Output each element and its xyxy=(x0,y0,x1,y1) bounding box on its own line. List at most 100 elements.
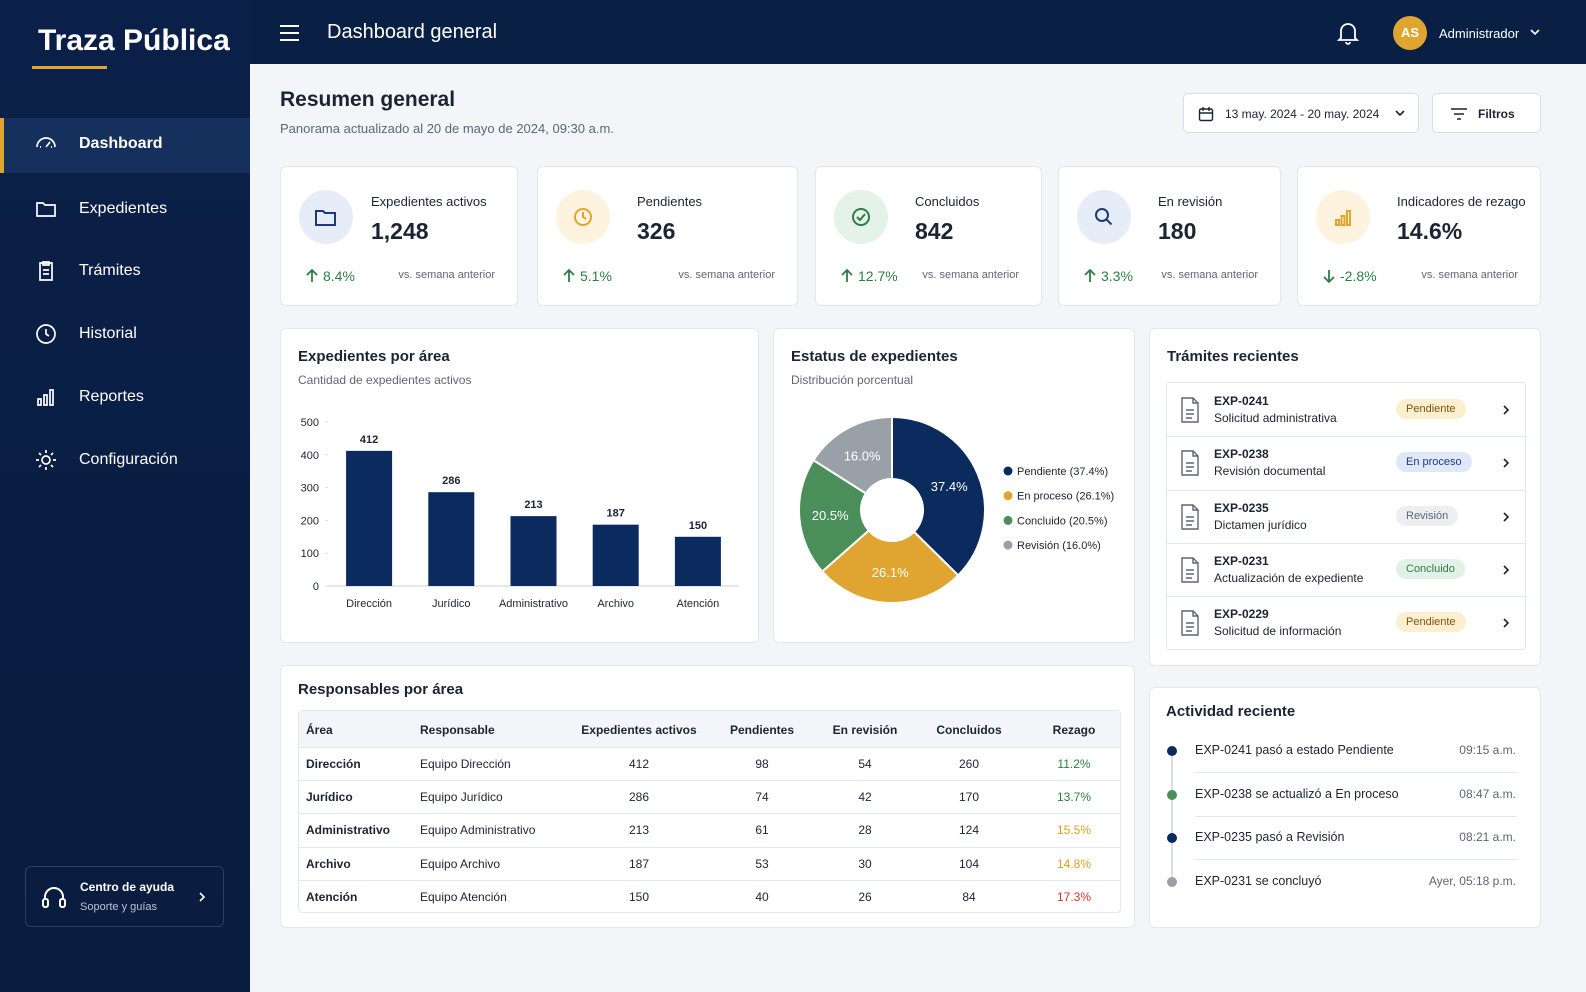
activity-text: EXP-0238 se actualizó a En proceso xyxy=(1195,786,1399,801)
kpi-card: Indicadores de rezago 14.6% -2.8% vs. seman… xyxy=(1297,166,1541,306)
y-tick-label: 0 xyxy=(313,581,319,593)
table-cell: 61 xyxy=(755,823,769,838)
kpi-label: Concluidos xyxy=(915,194,980,209)
pie-chart: 37.4% Pendiente (37.4%) 26.1% En proceso (2… xyxy=(798,415,1114,604)
table-cell: 15.5% xyxy=(1056,823,1092,838)
timeline-dot xyxy=(1167,746,1177,756)
icon-path xyxy=(1181,503,1199,530)
icon xyxy=(1095,208,1113,226)
table-cell: Archivo xyxy=(306,856,351,871)
row-divider xyxy=(1167,596,1525,598)
icon xyxy=(1335,210,1351,226)
chevron-path xyxy=(1503,512,1510,522)
table-cell: Equipo Archivo xyxy=(420,856,501,871)
table-cell: 14.8% xyxy=(1056,856,1092,871)
data-label: 213 xyxy=(524,499,542,511)
kpi-change: 12.7% xyxy=(858,268,898,284)
icon-path xyxy=(1095,208,1113,226)
nav-item[interactable]: Historial xyxy=(79,325,137,342)
nav-item[interactable]: Trámites xyxy=(79,262,141,279)
icon xyxy=(574,208,592,227)
pie-slice xyxy=(820,529,960,604)
table-header: Rezago xyxy=(1052,723,1096,737)
y-tick-label: 500 xyxy=(301,417,319,429)
status-badge: Pendiente xyxy=(1396,612,1466,633)
kpi-arrow xyxy=(841,268,853,282)
chevron[interactable] xyxy=(1500,564,1512,576)
legend-label: Pendiente (37.4%) xyxy=(1017,466,1108,478)
arrow xyxy=(563,268,575,282)
kpi-icon xyxy=(556,190,610,244)
kpi-label: Pendientes xyxy=(637,194,703,209)
table-cell: 213 xyxy=(628,823,650,838)
chevron xyxy=(1530,29,1540,36)
chevron[interactable] xyxy=(1500,457,1512,469)
nav-item[interactable]: Configuración xyxy=(79,451,178,468)
table-cell: 30 xyxy=(858,856,872,871)
chevron[interactable] xyxy=(1500,617,1512,629)
timeline-dot xyxy=(1167,877,1177,888)
kpi-comparison: vs. semana anterior xyxy=(678,269,775,281)
legend-swatch xyxy=(1003,466,1013,476)
kpi-comparison: vs. semana anterior xyxy=(1421,269,1518,281)
tramite-id: EXP-0238 xyxy=(1214,447,1269,462)
chevron-path xyxy=(1503,405,1510,415)
table-header: Concluidos xyxy=(936,723,1002,737)
tramite-description: Revisión documental xyxy=(1214,464,1326,479)
nav-item[interactable]: Dashboard xyxy=(79,135,163,152)
arrow xyxy=(306,268,318,282)
activity-time: 09:15 a.m. xyxy=(1459,743,1516,757)
table-cell: 28 xyxy=(858,823,872,838)
avatar[interactable]: AS xyxy=(1393,16,1427,50)
icon-path xyxy=(574,208,592,227)
help-title: Centro de ayuda xyxy=(80,880,175,894)
row-divider xyxy=(299,879,1120,881)
nav-icon xyxy=(36,137,56,148)
row-divider xyxy=(1195,815,1517,817)
nav-item[interactable]: Reportes xyxy=(79,388,144,405)
table-header: Expedientes activos xyxy=(581,723,697,737)
kpi-arrow xyxy=(1084,268,1096,282)
nav-item[interactable]: Expedientes xyxy=(79,200,168,217)
tramite-id: EXP-0235 xyxy=(1214,500,1269,515)
menu-icon[interactable] xyxy=(280,24,300,42)
card-title: Trámites recientes xyxy=(1167,348,1299,365)
data-label: 187 xyxy=(607,508,625,520)
table-cell: Equipo Atención xyxy=(420,889,507,904)
tramite-description: Actualización de expediente xyxy=(1214,570,1364,585)
kpi-change: 8.4% xyxy=(323,268,355,284)
kpi-icon xyxy=(1316,190,1370,244)
table-cell: 26 xyxy=(858,889,872,904)
table-cell: Equipo Dirección xyxy=(420,757,511,771)
doc-icon xyxy=(1181,397,1199,423)
kpi-change: -2.8% xyxy=(1340,268,1377,284)
table-header: Pendientes xyxy=(729,723,795,737)
nav-active-bg xyxy=(0,118,250,173)
filters-button[interactable]: Filtros xyxy=(1432,93,1541,133)
kpi-card: Pendientes 326 5.1% vs. semana anterior xyxy=(537,166,798,306)
y-tick-label: 200 xyxy=(301,515,319,527)
nav-icon xyxy=(36,202,56,217)
table-cell: Equipo Jurídico xyxy=(420,790,503,805)
pie-slice xyxy=(891,415,986,577)
help-box[interactable]: Centro de ayuda Soporte y guías xyxy=(25,866,224,927)
kpi-icon xyxy=(834,190,888,244)
doc-icon xyxy=(1181,503,1199,530)
chevron xyxy=(1395,110,1405,117)
user-name[interactable]: Administrador xyxy=(1439,26,1520,41)
tramite-description: Solicitud administrativa xyxy=(1214,411,1337,425)
chart-subtitle: Distribución porcentual xyxy=(791,373,914,387)
slice-label: 16.0% xyxy=(844,449,881,464)
chevron[interactable] xyxy=(1500,404,1512,416)
row-divider xyxy=(1167,489,1525,491)
row-divider xyxy=(299,747,1120,748)
date-picker[interactable]: 13 may. 2024 - 20 may. 2024 xyxy=(1183,93,1419,133)
kpi-value: 1,248 xyxy=(371,218,429,244)
chevron[interactable] xyxy=(1500,511,1512,523)
bell-icon[interactable] xyxy=(1337,21,1359,45)
table-card: Responsables por área Área Responsable Exp… xyxy=(280,665,1135,928)
bar xyxy=(346,450,393,586)
table-cell: 13.7% xyxy=(1056,790,1092,805)
brand: Traza Pública xyxy=(38,24,230,57)
